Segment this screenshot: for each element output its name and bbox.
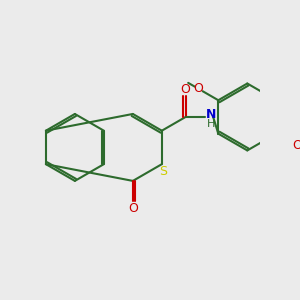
Text: N: N: [206, 108, 216, 122]
Text: O: O: [292, 139, 300, 152]
Text: O: O: [128, 202, 138, 215]
Text: H: H: [206, 119, 215, 129]
Text: O: O: [193, 82, 203, 95]
Text: S: S: [159, 165, 167, 178]
Text: O: O: [181, 83, 190, 96]
